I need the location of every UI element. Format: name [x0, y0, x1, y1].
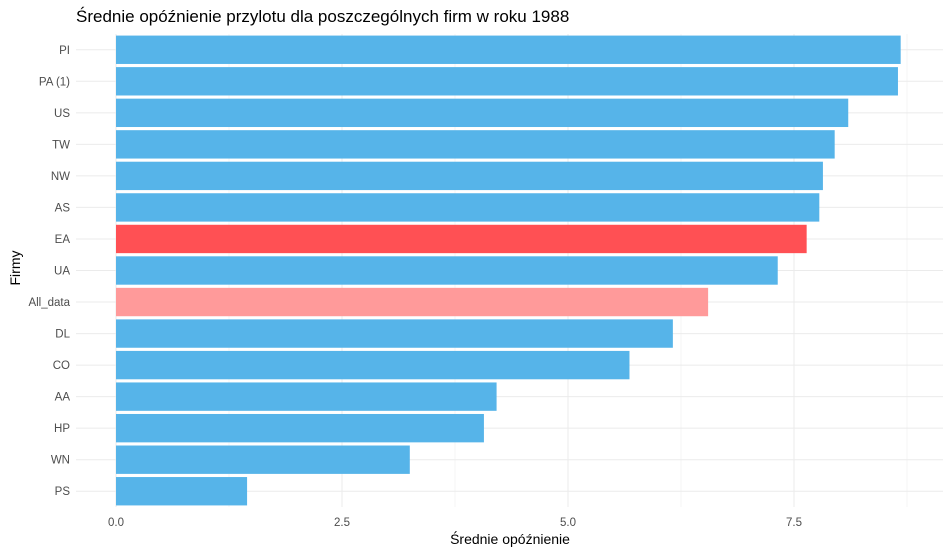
bar-nw [116, 161, 823, 191]
bar-wn [116, 445, 410, 474]
y-tick-labels: PI PA (1) US TW NW AS EA UA All_data DL CO AA HP WN PS [28, 45, 70, 498]
x-tick-labels: 0.0 2.5 5.0 7.5 [108, 517, 802, 529]
y-tick-label: TW [52, 139, 70, 151]
bar-ps [116, 477, 248, 506]
y-axis-title: Firmy [7, 251, 23, 286]
x-axis-title: Średnie opóźnienie [450, 530, 570, 547]
x-tick-label: 5.0 [560, 517, 576, 529]
y-tick-label: PS [55, 486, 71, 498]
bar-all-data [116, 287, 709, 317]
y-tick-label: DL [55, 329, 70, 341]
bar-ea [116, 224, 807, 254]
bar-hp [116, 413, 484, 443]
y-tick-label: PA (1) [39, 76, 70, 88]
y-tick-label: PI [59, 45, 70, 57]
y-tick-label: All_data [28, 297, 70, 309]
x-tick-label: 7.5 [786, 517, 802, 529]
bar-ua [116, 256, 778, 285]
x-tick-label: 0.0 [108, 517, 124, 529]
bars [116, 35, 901, 506]
bar-aa [116, 382, 497, 411]
bar-as [116, 193, 820, 222]
y-tick-label: AA [55, 392, 71, 404]
bar-pa-1 [116, 67, 898, 96]
y-tick-label: HP [54, 423, 70, 435]
x-tick-label: 2.5 [334, 517, 350, 529]
bar-tw [116, 130, 835, 159]
y-tick-label: WN [51, 455, 70, 467]
y-tick-label: UA [54, 266, 70, 278]
bar-co [116, 350, 630, 380]
bar-dl [116, 319, 673, 348]
y-tick-label: EA [55, 234, 71, 246]
y-tick-label: AS [55, 202, 71, 214]
y-tick-label: NW [51, 171, 70, 183]
chart-title: Średnie opóźnienie przylotu dla poszczeg… [76, 7, 569, 26]
bar-pi [116, 35, 901, 64]
y-tick-label: CO [53, 360, 70, 372]
y-tick-label: US [54, 108, 70, 120]
bar-us [116, 98, 849, 128]
